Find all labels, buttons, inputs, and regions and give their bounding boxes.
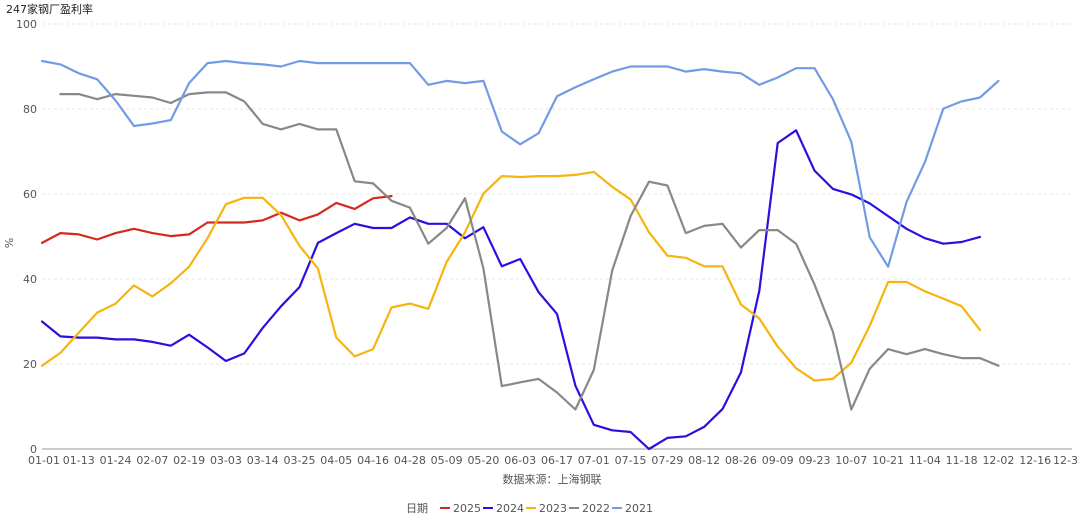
grid-lines — [42, 23, 1072, 365]
legend-label-2024: 2024 — [496, 502, 524, 515]
x-tick-label: 04-16 — [357, 454, 389, 467]
x-tick-label: 10-07 — [835, 454, 867, 467]
y-axis-label: % — [3, 238, 16, 248]
x-tick-label: 03-03 — [210, 454, 242, 467]
x-tick-label: 04-05 — [320, 454, 352, 467]
series-line-2022 — [59, 91, 1000, 411]
y-tick-label: 20 — [23, 358, 37, 371]
x-tick-label: 06-03 — [504, 454, 536, 467]
legend-label-2022: 2022 — [582, 502, 610, 515]
x-tick-label: 12-16 — [1019, 454, 1051, 467]
x-tick-label: 08-26 — [725, 454, 757, 467]
x-tick-label: 08-12 — [688, 454, 720, 467]
x-tick-label: 06-17 — [541, 454, 573, 467]
y-tick-label: 60 — [23, 188, 37, 201]
x-axis: 01-01 01-13 01-24 02-07 02-19 03-03 03-14 03-25… — [28, 448, 1078, 467]
chart-title: 247家钢厂盈利率 — [6, 3, 93, 16]
x-tick-label: 02-07 — [136, 454, 168, 467]
x-tick-label: 05-20 — [467, 454, 499, 467]
x-tick-label: 03-25 — [284, 454, 316, 467]
x-tick-label: 01-01 — [28, 454, 60, 467]
x-tick-label: 09-23 — [799, 454, 831, 467]
series-lines — [40, 59, 1000, 451]
x-tick-label: 07-15 — [615, 454, 647, 467]
x-tick-label: 11-18 — [946, 454, 978, 467]
y-tick-label: 0 — [30, 443, 37, 456]
legend: 日期 2025 2024 2023 2022 2021 — [406, 502, 653, 515]
x-tick-label: 12-3 — [1053, 454, 1078, 467]
x-tick-label: 01-13 — [63, 454, 95, 467]
x-tick-label: 07-01 — [578, 454, 610, 467]
y-tick-label: 100 — [16, 18, 37, 31]
x-axis-label: 数据来源：上海钢联 — [503, 472, 602, 486]
series-line-2023 — [40, 170, 982, 382]
x-tick-label: 09-09 — [762, 454, 794, 467]
legend-label-2025: 2025 — [453, 502, 481, 515]
x-tick-label: 01-24 — [100, 454, 132, 467]
y-tick-label: 40 — [23, 273, 37, 286]
x-tick-label: 03-14 — [247, 454, 279, 467]
x-tick-label: 05-09 — [431, 454, 463, 467]
x-tick-label: 04-28 — [394, 454, 426, 467]
series-line-2024 — [40, 129, 982, 451]
legend-label-2023: 2023 — [539, 502, 567, 515]
y-tick-label: 80 — [23, 103, 37, 116]
legend-label-2021: 2021 — [625, 502, 653, 515]
x-tick-label: 10-21 — [872, 454, 904, 467]
series-line-2021 — [40, 59, 1000, 268]
x-tick-label: 11-04 — [909, 454, 941, 467]
x-tick-label: 02-19 — [173, 454, 205, 467]
y-axis: 0 20 40 60 80 100 — [16, 18, 37, 456]
x-tick-label: 12-02 — [982, 454, 1014, 467]
x-tick-label: 07-29 — [651, 454, 683, 467]
legend-title: 日期 — [406, 502, 428, 515]
